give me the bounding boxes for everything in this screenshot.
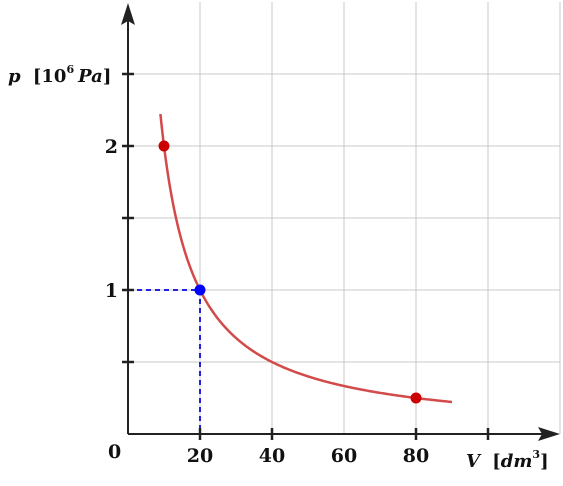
x-tick-label-0: 20: [187, 445, 213, 467]
grid: [128, 2, 561, 434]
y-axis-unit-exp: 6: [66, 63, 74, 76]
data-point-0: [158, 140, 170, 152]
guide-lines: [128, 289, 201, 434]
tick-marks: [122, 72, 490, 440]
x-tick-label-1: 40: [259, 445, 285, 467]
data-point-1: [194, 284, 206, 296]
y-axis-unit: Pa: [77, 66, 103, 87]
x-axis-arrow: [538, 427, 560, 441]
isotherm-curve: [159, 113, 453, 404]
x-axis-unit-close: ]: [540, 451, 549, 472]
origin-label: 0: [108, 441, 121, 463]
tick-labels: 20 40 60 80 1 2: [105, 136, 429, 467]
y-tick-label-1: 2: [105, 136, 118, 158]
x-axis-unit: dm: [501, 451, 533, 472]
y-axis-unit-open: [10: [33, 66, 67, 87]
x-axis-unit-open: [: [492, 451, 501, 472]
curve-layer: [159, 113, 453, 404]
data-points: [158, 140, 422, 404]
x-tick-label-2: 60: [331, 445, 357, 467]
y-tick-label-0: 1: [105, 280, 118, 302]
data-point-2: [410, 392, 422, 404]
y-axis-arrow: [121, 3, 135, 25]
x-axis-unit-exp: 3: [532, 448, 540, 461]
y-axis-unit-close: ]: [103, 66, 112, 87]
y-axis-label: p [106 Pa]: [8, 63, 111, 87]
x-tick-label-3: 80: [403, 445, 429, 467]
axes: [121, 3, 560, 441]
y-axis-var: p: [8, 66, 21, 87]
x-axis-label: V [dm3]: [466, 448, 549, 472]
x-axis-var: V: [466, 451, 482, 472]
